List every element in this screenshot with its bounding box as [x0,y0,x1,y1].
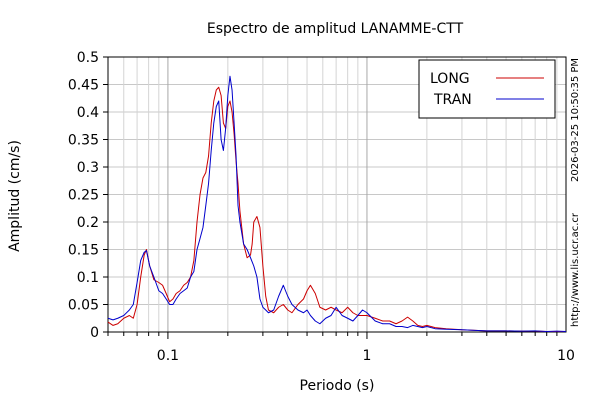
axis-ticks: 0 0.05 0.1 0.15 0.2 0.25 0.3 0.35 0.4 0.45 0.5 0.1 1… [68,50,575,364]
y-tick-label: 0 [90,325,99,341]
series-line-long [107,86,566,332]
y-tick-label: 0.35 [68,133,99,149]
x-axis-title: Periodo (s) [300,378,375,394]
y-tick-label: 0.05 [68,298,99,314]
y-tick-label: 0.25 [68,188,99,204]
x-tick-label: 1 [362,348,371,364]
y-tick-label: 0.45 [68,78,99,94]
series-line-tran [107,75,567,332]
chart-title: Espectro de amplitud LANAMME-CTT [207,21,464,37]
x-tick-label: 10 [557,348,575,364]
y-tick-label: 0.1 [77,270,99,286]
y-tick-label: 0.3 [77,160,99,176]
y-tick-label: 0.15 [68,243,99,259]
website-label: http://www.lis.ucr.ac.cr [570,212,581,327]
y-tick-label: 0.4 [77,105,99,121]
legend-label-tran: TRAN [433,92,472,108]
y-tick-label: 0.2 [77,215,99,231]
y-tick-label: 0.5 [77,50,99,66]
legend-box [418,59,556,119]
series-lines [107,75,567,332]
x-tick-label: 0.1 [157,348,179,364]
legend: LONG TRAN [418,59,556,119]
timestamp-label: 2026-03-25 10:50:35 PM [570,58,581,182]
legend-label-long: LONG [430,71,470,87]
y-axis-title: Amplitud (cm/s) [7,140,23,252]
